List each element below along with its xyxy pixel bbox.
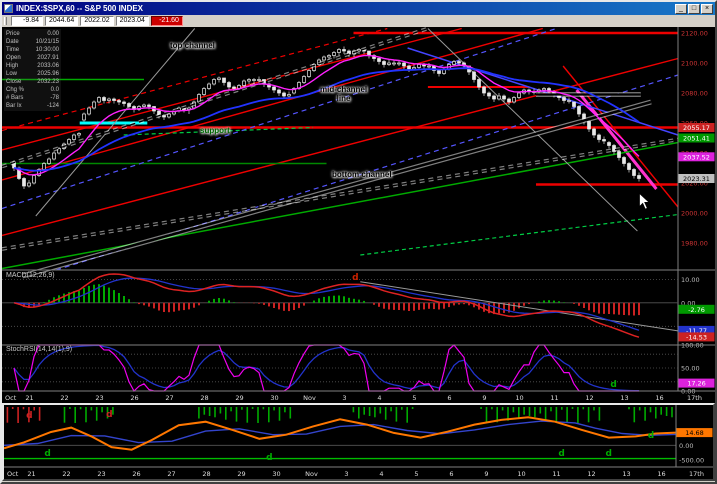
svg-text:12: 12 [585,394,593,402]
svg-text:28: 28 [200,394,208,402]
svg-text:30: 30 [272,470,280,478]
svg-text:4: 4 [377,394,381,402]
svg-text:d: d [26,411,32,421]
svg-text:13: 13 [622,470,630,478]
svg-text:-500.00: -500.00 [679,457,704,465]
svg-text:d: d [44,449,50,459]
svg-text:16: 16 [657,470,665,478]
quote-net-change: -9.84 [11,16,43,26]
svg-text:d: d [352,273,358,283]
quote-bar: -9.84 2044.64 2022.02 2023.04 -21.60 [2,15,715,27]
svg-text:2080.00: 2080.00 [681,90,708,98]
svg-text:13: 13 [620,394,628,402]
lower-indicator-window[interactable]: 0.00 -500.00 14.68 d d d d d d d 21 22 23 26 27 28 29 30 N… [2,403,715,481]
svg-text:23: 23 [95,394,103,402]
svg-text:2120.00: 2120.00 [681,30,708,38]
svg-text:5: 5 [412,394,416,402]
svg-text:2055.17: 2055.17 [683,124,710,132]
svg-text:12: 12 [587,470,595,478]
quote-last: 2023.04 [115,16,149,26]
svg-text:9: 9 [484,470,488,478]
svg-text:d: d [605,449,611,459]
svg-text:21: 21 [25,394,33,402]
chart-window-icon[interactable] [4,4,13,13]
svg-text:10.00: 10.00 [681,276,700,284]
svg-text:10: 10 [515,394,523,402]
svg-text:2100.00: 2100.00 [681,60,708,68]
svg-text:Nov: Nov [303,394,316,402]
quote-open: 2044.64 [45,16,79,26]
svg-text:6: 6 [447,394,451,402]
price-macd-stoch-chart[interactable]: 2120.002100.002080.002060.002040.002020.… [2,27,715,403]
svg-text:26: 26 [132,470,140,478]
svg-text:29: 29 [237,470,245,478]
svg-text:2051.41: 2051.41 [683,135,710,143]
svg-text:0.00: 0.00 [679,442,693,450]
quote-low: 2022.02 [80,16,114,26]
svg-text:-14.53: -14.53 [686,333,707,341]
svg-text:5: 5 [414,470,418,478]
svg-text:17th: 17th [687,394,702,402]
svg-text:6: 6 [449,470,453,478]
svg-text:9: 9 [482,394,486,402]
titlebar[interactable]: INDEX:$SPX,60 -- S&P 500 INDEX _ □ × [2,2,715,15]
svg-text:30: 30 [270,394,278,402]
svg-text:d: d [106,410,112,420]
svg-text:-2.76: -2.76 [688,306,705,314]
svg-text:16: 16 [655,394,663,402]
svg-text:14.68: 14.68 [685,429,704,437]
svg-text:10: 10 [517,470,525,478]
svg-text:2020.00: 2020.00 [681,180,708,188]
quote-change-badge: -21.60 [150,16,183,26]
svg-text:d: d [266,453,272,463]
svg-text:22: 22 [60,394,68,402]
toolbar-grip-icon [4,17,7,25]
svg-text:Oct: Oct [5,394,17,402]
svg-text:1980.00: 1980.00 [681,240,708,248]
restore-button[interactable]: □ [688,3,700,14]
svg-text:d: d [558,449,564,459]
svg-text:11: 11 [552,470,560,478]
svg-text:11: 11 [550,394,558,402]
svg-text:d: d [610,380,616,390]
svg-text:22: 22 [62,470,70,478]
svg-text:-11.77: -11.77 [686,327,707,335]
window-title: INDEX:$SPX,60 -- S&P 500 INDEX [16,4,144,13]
svg-text:27: 27 [165,394,173,402]
svg-text:Nov: Nov [305,470,318,478]
svg-text:29: 29 [235,394,243,402]
minimize-button[interactable]: _ [675,3,687,14]
svg-text:3: 3 [342,394,346,402]
svg-text:4: 4 [379,470,383,478]
svg-text:23: 23 [97,470,105,478]
svg-text:2023.31: 2023.31 [683,175,710,183]
svg-text:d: d [648,431,654,441]
svg-text:21: 21 [27,470,35,478]
svg-text:3: 3 [344,470,348,478]
close-button[interactable]: × [701,3,713,14]
svg-text:28: 28 [202,470,210,478]
chart-area[interactable]: 2120.002100.002080.002060.002040.002020.… [2,27,715,403]
svg-text:26: 26 [130,394,138,402]
svg-text:17th: 17th [689,470,704,478]
svg-text:27: 27 [167,470,175,478]
lower-oscillator-chart[interactable]: 0.00 -500.00 14.68 d d d d d d d 21 22 23 26 27 28 29 30 N… [4,405,713,479]
svg-text:2037.52: 2037.52 [683,153,710,161]
svg-text:Oct: Oct [7,470,19,478]
svg-text:50.00: 50.00 [681,365,700,373]
svg-text:2000.00: 2000.00 [681,210,708,218]
svg-text:0.00: 0.00 [681,299,695,307]
svg-text:17.26: 17.26 [687,380,706,388]
